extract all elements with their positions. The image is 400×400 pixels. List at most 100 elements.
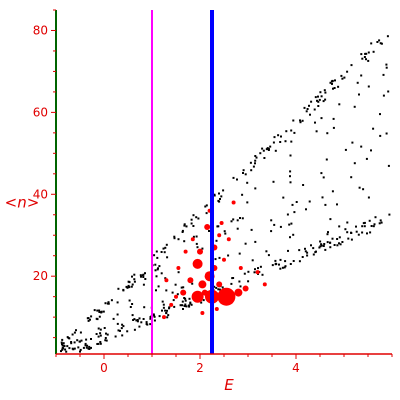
data-point xyxy=(350,64,353,67)
data-point xyxy=(364,52,367,55)
data-point xyxy=(341,241,344,243)
highlight-point xyxy=(219,221,224,225)
data-point xyxy=(242,169,245,172)
data-point xyxy=(200,301,203,304)
data-point xyxy=(157,267,159,270)
data-point xyxy=(133,273,136,276)
data-point xyxy=(291,203,294,206)
data-point xyxy=(290,140,293,143)
data-point xyxy=(79,348,82,351)
data-point xyxy=(84,344,87,347)
data-point xyxy=(122,288,125,291)
data-point xyxy=(378,222,381,225)
data-point xyxy=(289,236,291,239)
data-point xyxy=(96,318,99,321)
data-point xyxy=(142,273,145,276)
data-point xyxy=(177,271,180,274)
data-point xyxy=(158,265,161,268)
data-point xyxy=(73,347,76,350)
data-point xyxy=(173,305,176,308)
data-point xyxy=(347,237,350,240)
data-point xyxy=(88,345,91,348)
data-point xyxy=(242,172,244,174)
data-point xyxy=(136,319,139,321)
data-point xyxy=(183,224,186,227)
data-point xyxy=(127,284,130,287)
data-point xyxy=(282,196,285,199)
data-point xyxy=(202,299,205,302)
data-point xyxy=(128,299,131,302)
data-point xyxy=(269,145,272,148)
data-point xyxy=(188,305,191,308)
data-point xyxy=(86,344,89,347)
data-point xyxy=(255,156,258,159)
data-point xyxy=(329,218,332,221)
highlight-point xyxy=(192,258,203,269)
data-point xyxy=(321,196,324,199)
data-point xyxy=(190,303,193,306)
data-point xyxy=(192,225,195,227)
data-point xyxy=(85,338,88,341)
data-point xyxy=(230,220,233,223)
highlight-point xyxy=(191,290,204,303)
data-point xyxy=(167,314,170,317)
data-point xyxy=(205,212,208,215)
data-point xyxy=(238,280,241,283)
data-point xyxy=(304,247,306,250)
data-point xyxy=(96,309,99,312)
data-point xyxy=(252,165,255,168)
data-point xyxy=(366,232,368,235)
data-point xyxy=(249,161,252,164)
data-point xyxy=(104,339,107,342)
data-point xyxy=(80,339,83,342)
data-point xyxy=(355,225,357,228)
data-point xyxy=(306,251,309,254)
data-point xyxy=(112,317,115,320)
data-point xyxy=(286,213,289,216)
data-point xyxy=(369,231,372,234)
data-point xyxy=(298,249,301,252)
data-point xyxy=(315,130,318,133)
data-point xyxy=(90,346,92,349)
data-point xyxy=(285,130,288,133)
data-point xyxy=(372,127,375,130)
data-point xyxy=(97,327,100,330)
data-point xyxy=(292,233,295,236)
data-point xyxy=(379,42,382,45)
data-point xyxy=(99,334,102,337)
black-points-layer xyxy=(60,35,391,353)
data-point xyxy=(61,348,64,351)
data-point xyxy=(370,225,373,227)
data-point xyxy=(102,310,105,313)
data-point xyxy=(120,327,123,330)
data-point xyxy=(259,152,262,155)
data-point xyxy=(133,318,136,321)
data-point xyxy=(332,87,334,90)
data-point xyxy=(376,41,379,43)
data-point xyxy=(293,131,296,134)
highlight-point xyxy=(217,287,236,306)
data-point xyxy=(315,250,317,253)
data-point xyxy=(331,237,334,240)
data-point xyxy=(95,333,98,335)
data-point xyxy=(308,104,310,107)
data-point xyxy=(61,338,64,341)
data-point xyxy=(218,192,220,195)
data-point xyxy=(388,213,391,216)
data-point xyxy=(306,254,309,257)
data-point xyxy=(270,219,273,222)
data-point xyxy=(382,94,385,97)
data-point xyxy=(116,313,119,316)
data-point xyxy=(177,238,180,241)
data-point xyxy=(324,203,327,206)
highlight-point xyxy=(234,288,243,297)
data-point xyxy=(326,241,329,244)
data-point xyxy=(142,276,145,278)
data-point xyxy=(204,205,207,208)
data-point xyxy=(326,132,329,135)
data-point xyxy=(162,303,165,306)
data-point xyxy=(277,134,280,137)
data-point xyxy=(218,256,221,259)
data-point xyxy=(184,299,187,302)
data-point xyxy=(346,231,349,234)
